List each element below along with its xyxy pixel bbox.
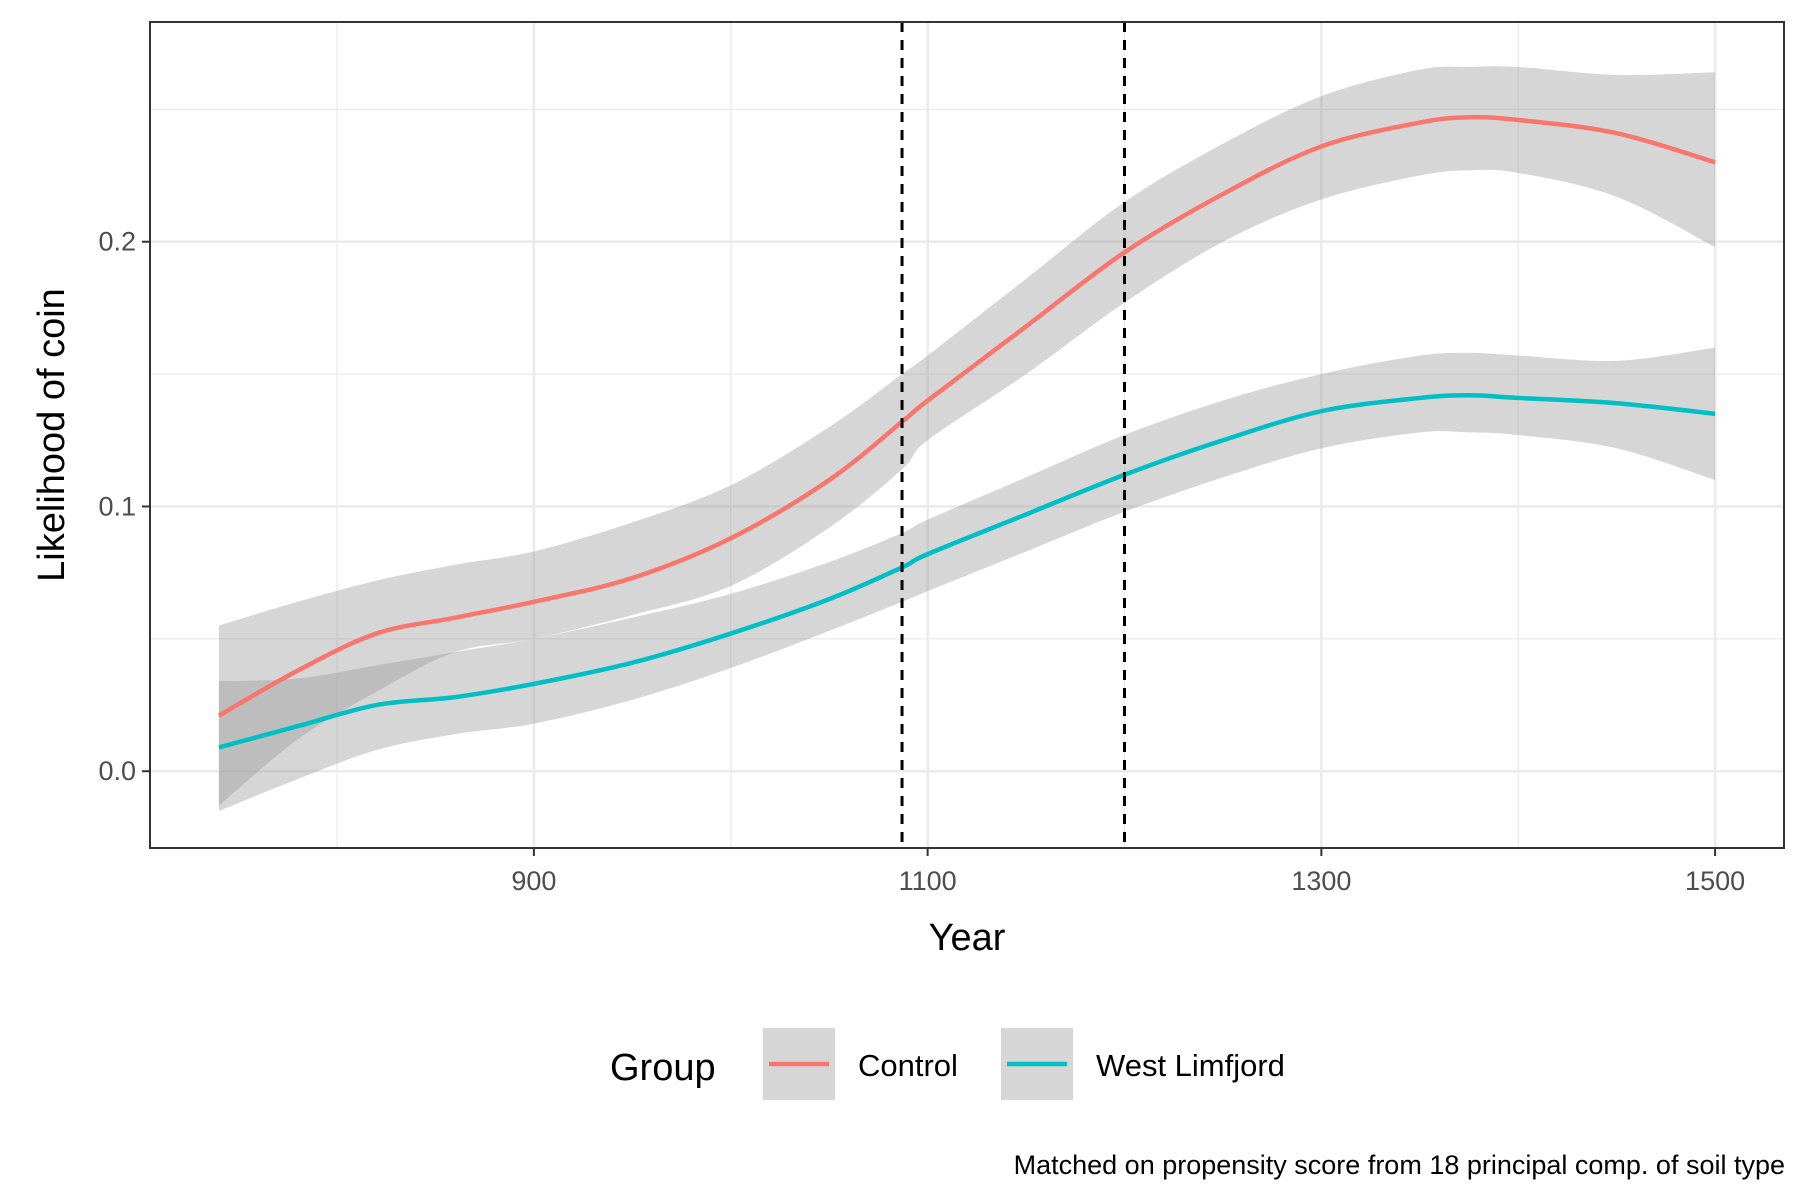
confidence-band-2 (218, 347, 1716, 811)
x-tick-label: 1100 (899, 866, 957, 896)
y-tick-label: 0.0 (98, 756, 136, 786)
grid (150, 22, 1784, 848)
panel-border (149, 21, 1785, 849)
confidence-band-1 (218, 66, 1716, 806)
series-line-1 (217, 114, 1716, 718)
y-tick-label: 0.2 (98, 227, 136, 257)
confidence-bands (218, 66, 1716, 811)
x-axis-title: Year (929, 917, 1006, 959)
legend-label-1: Control (858, 1048, 958, 1083)
series-line-2 (218, 393, 1716, 750)
y-axis-title: Likelihood of coin (31, 288, 73, 582)
x-tick-label: 1500 (1685, 866, 1745, 896)
legend-title: Group (610, 1047, 716, 1089)
legend: Group Control West Limfjord (610, 1028, 1285, 1100)
x-tick-label: 1300 (1291, 866, 1351, 896)
axis-ticks: 900 1100 1300 1500 0.0 0.1 0.2 (98, 227, 1745, 896)
x-tick-label: 900 (511, 866, 556, 896)
reference-lines (900, 22, 1126, 848)
legend-label-2: West Limfjord (1096, 1048, 1285, 1083)
caption: Matched on propensity score from 18 prin… (1014, 1150, 1785, 1180)
series-lines (217, 114, 1716, 750)
y-tick-label: 0.1 (98, 491, 136, 521)
